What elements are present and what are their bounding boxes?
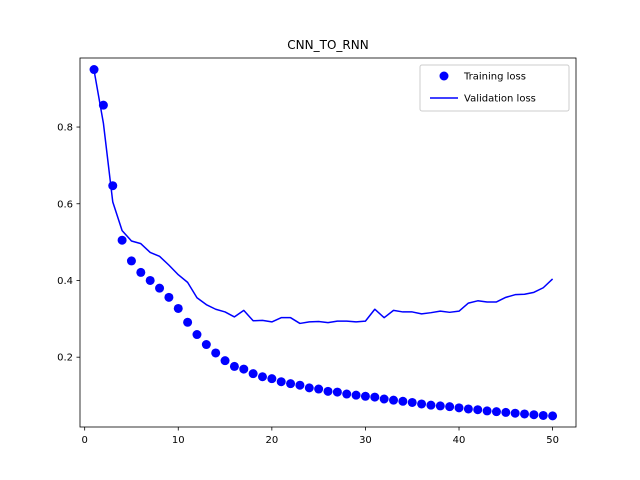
y-axis-ticks: 0.2 0.4 0.6 0.8 [57, 123, 80, 364]
data-point-training-loss [426, 400, 436, 410]
data-point-training-loss [183, 317, 193, 327]
x-tick-label: 0 [81, 435, 87, 446]
data-point-training-loss [229, 361, 239, 371]
data-point-training-loss [332, 387, 342, 397]
y-tick-label: 0.6 [57, 199, 73, 210]
data-point-training-loss [145, 275, 155, 285]
legend-marker-training-loss [439, 71, 449, 81]
x-tick-label: 30 [359, 435, 372, 446]
data-point-training-loss [510, 408, 520, 418]
series-layer [89, 65, 558, 421]
data-point-training-loss [220, 356, 230, 366]
data-point-training-loss [323, 386, 333, 396]
data-point-training-loss [473, 405, 483, 415]
data-point-training-loss [276, 377, 286, 387]
data-point-training-loss [407, 397, 417, 407]
series-line-validation-loss [93, 70, 554, 325]
data-point-training-loss [417, 399, 427, 409]
data-point-training-loss [201, 340, 211, 350]
data-point-training-loss [136, 267, 146, 277]
data-point-training-loss [389, 395, 399, 405]
data-point-training-loss [520, 409, 530, 419]
data-point-training-loss [463, 404, 473, 414]
data-point-training-loss [295, 380, 305, 390]
data-point-training-loss [435, 401, 445, 411]
data-point-training-loss [248, 369, 258, 379]
legend-label-validation-loss: Validation loss [464, 94, 536, 105]
data-point-training-loss [548, 411, 558, 421]
data-point-training-loss [239, 364, 249, 374]
data-point-training-loss [529, 410, 539, 420]
series-points-training-loss [89, 65, 558, 421]
data-point-training-loss [379, 394, 389, 404]
data-point-training-loss [173, 303, 183, 313]
data-point-training-loss [398, 396, 408, 406]
data-point-training-loss [164, 292, 174, 302]
data-point-training-loss [501, 407, 511, 417]
legend-label-training-loss: Training loss [463, 72, 526, 83]
y-tick-label: 0.4 [57, 276, 73, 287]
legend: Training loss Validation loss [419, 64, 570, 112]
data-point-training-loss [117, 235, 127, 245]
data-point-training-loss [155, 283, 165, 293]
legend-box [419, 64, 570, 112]
y-tick-label: 0.8 [57, 123, 73, 134]
x-tick-label: 40 [453, 435, 466, 446]
x-tick-label: 10 [172, 435, 185, 446]
data-point-training-loss [257, 372, 267, 382]
plot-area-frame [79, 57, 577, 428]
data-point-training-loss [126, 256, 136, 266]
data-point-training-loss [286, 379, 296, 389]
data-point-training-loss [192, 330, 202, 340]
x-tick-label: 50 [546, 435, 559, 446]
data-point-training-loss [351, 390, 361, 400]
data-point-training-loss [482, 406, 492, 416]
data-point-training-loss [314, 384, 324, 394]
x-tick-label: 20 [265, 435, 278, 446]
data-point-training-loss [304, 383, 314, 393]
chart-title: CNN_TO_RNN [287, 38, 368, 52]
data-point-training-loss [445, 402, 455, 412]
x-axis-ticks: 0 10 20 30 40 50 [81, 427, 559, 446]
data-point-training-loss [267, 374, 277, 384]
data-point-training-loss [89, 65, 99, 75]
data-point-training-loss [491, 407, 501, 417]
data-point-training-loss [211, 348, 221, 358]
data-point-training-loss [342, 389, 352, 399]
data-point-training-loss [370, 392, 380, 402]
data-point-training-loss [360, 391, 370, 401]
y-tick-label: 0.2 [57, 353, 73, 364]
data-point-training-loss [538, 410, 548, 420]
data-point-training-loss [454, 403, 464, 413]
data-point-training-loss [108, 181, 118, 191]
